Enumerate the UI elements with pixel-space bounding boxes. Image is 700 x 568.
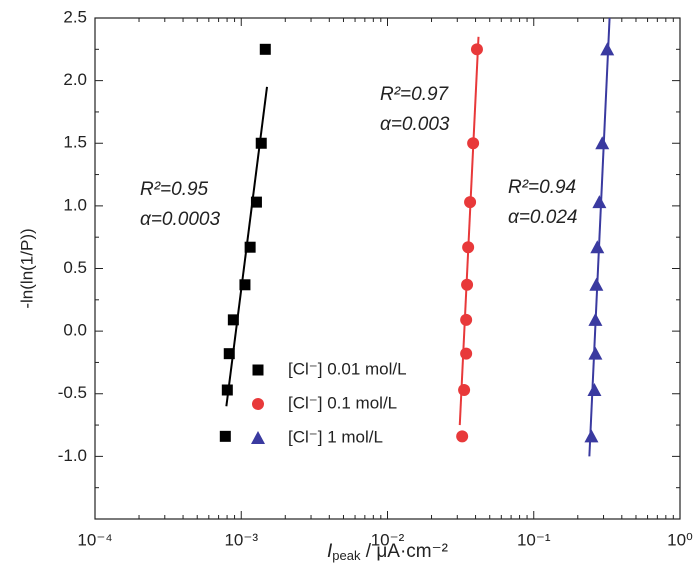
data-point [259, 43, 271, 55]
data-point [244, 241, 256, 253]
data-point [219, 430, 231, 442]
x-tick-label: 10⁻² [371, 530, 405, 549]
x-tick-label: 10⁰ [667, 530, 693, 549]
annotation: α=0.024 [508, 207, 577, 228]
data-point [588, 312, 603, 326]
data-point [250, 196, 262, 208]
data-point [588, 346, 603, 360]
data-point [462, 241, 475, 254]
data-point [592, 195, 607, 209]
legend-marker [251, 431, 265, 444]
data-point [470, 43, 483, 56]
data-point [467, 137, 480, 150]
x-tick-label: 10⁻⁴ [77, 530, 112, 549]
annotation: α=0.0003 [140, 209, 220, 230]
annotation: R²=0.97 [380, 84, 450, 105]
x-label-sub: peak [332, 548, 361, 563]
y-tick-label: 1.5 [63, 133, 87, 152]
y-tick-label: 2.0 [63, 70, 87, 89]
data-point [221, 384, 233, 396]
data-point [464, 196, 477, 209]
fit-line [458, 36, 480, 426]
data-point [456, 430, 469, 443]
y-tick-label: 0.5 [63, 258, 87, 277]
data-point [458, 383, 471, 396]
data-point [587, 382, 602, 396]
data-point [239, 279, 251, 291]
y-tick-label: 0.0 [63, 321, 87, 340]
data-point [460, 347, 473, 360]
x-label-rest: / μA·cm⁻² [361, 541, 448, 562]
x-label-main: I [327, 541, 333, 562]
y-tick-label: -1.0 [58, 446, 87, 465]
data-point [227, 314, 239, 326]
legend-label: [Cl⁻] 1 mol/L [288, 427, 383, 446]
data-point [584, 429, 599, 443]
data-point [590, 240, 605, 254]
annotation: R²=0.95 [140, 179, 209, 200]
x-tick-label: 10⁻³ [224, 530, 258, 549]
legend-label: [Cl⁻] 0.1 mol/L [288, 393, 397, 412]
fit-line [588, 17, 611, 457]
y-tick-label: 1.0 [63, 195, 87, 214]
legend-marker [252, 398, 264, 410]
data-point [595, 136, 610, 150]
data-point [460, 313, 473, 326]
x-axis-label: Ipeak / μA·cm⁻² [327, 541, 448, 563]
data-point [461, 278, 474, 291]
y-tick-label: -0.5 [58, 383, 87, 402]
x-tick-label: 10⁻¹ [517, 530, 551, 549]
data-point [600, 42, 615, 56]
y-axis-label: -ln(ln(1/P)) [17, 228, 36, 308]
y-tick-label: 2.5 [63, 7, 87, 26]
data-point [223, 348, 235, 360]
legend-marker [252, 364, 264, 376]
legend-label: [Cl⁻] 0.01 mol/L [288, 359, 407, 378]
annotation: α=0.003 [380, 114, 450, 135]
data-point [589, 277, 604, 291]
data-point [255, 137, 267, 149]
annotation: R²=0.94 [508, 177, 576, 198]
